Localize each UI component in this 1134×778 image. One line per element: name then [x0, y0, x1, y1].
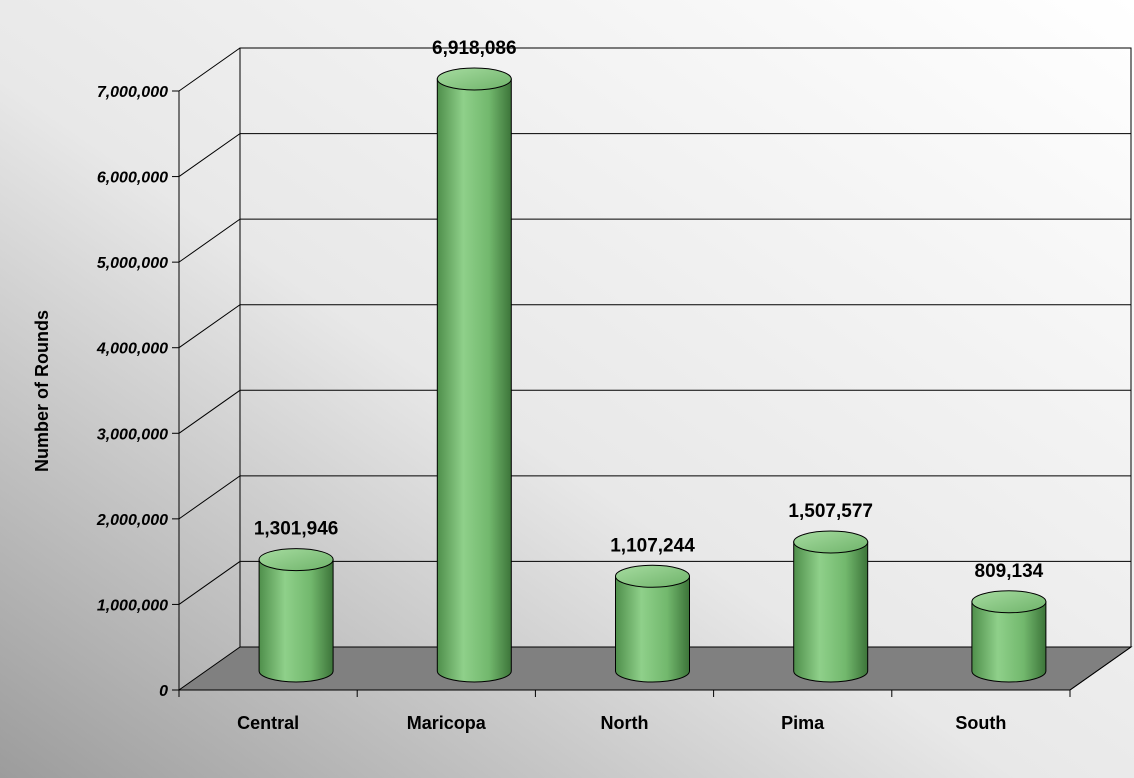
x-axis-side-line [1069, 646, 1132, 691]
bar-central [258, 548, 334, 683]
data-label: 1,301,946 [254, 519, 339, 540]
axes [178, 48, 1132, 691]
data-label: 6,918,086 [432, 38, 517, 59]
bar-body [615, 575, 690, 683]
data-label: 809,134 [975, 561, 1044, 582]
y-axis-title: Number of Rounds [32, 310, 52, 472]
bar-top [615, 564, 690, 588]
y-axis-ticks: 0 1,000,000 2,000,000 3,000,000 4,000,000 5,0… [96, 84, 179, 700]
data-label: 1,507,577 [788, 501, 873, 522]
bars [258, 67, 1047, 683]
bar-body [258, 559, 334, 683]
bar-body [971, 601, 1047, 683]
y-tick-label: 6,000,000 [97, 170, 168, 187]
bar-top [793, 530, 869, 554]
bar-pima [793, 530, 869, 683]
y-tick-label: 3,000,000 [97, 426, 168, 443]
x-tick-label: Pima [781, 713, 825, 733]
bar-maricopa [436, 67, 512, 683]
bar-top [258, 548, 334, 572]
x-axis-labels: Central Maricopa North Pima South [178, 690, 1071, 733]
bar-south [971, 590, 1047, 683]
data-label: 1,107,244 [610, 535, 695, 556]
y-tick-label: 0 [159, 683, 168, 700]
bar-top [436, 67, 512, 91]
data-labels: 1,301,946 6,918,086 1,107,244 1,507,577 809,… [254, 38, 1044, 582]
bar-body [436, 78, 512, 683]
bar-top [971, 590, 1047, 614]
y-tick-label: 2,000,000 [96, 512, 168, 529]
y-tick-label: 7,000,000 [97, 84, 168, 101]
x-tick-label: South [955, 713, 1006, 733]
bar-body [793, 541, 869, 683]
x-tick-label: Central [237, 713, 299, 733]
x-tick-label: North [601, 713, 649, 733]
y-tick-label: 5,000,000 [97, 255, 168, 272]
y-tick-label: 4,000,000 [96, 341, 168, 358]
x-tick-label: Maricopa [407, 713, 487, 733]
y-tick-label: 1,000,000 [97, 597, 168, 614]
bar-north [615, 564, 690, 683]
